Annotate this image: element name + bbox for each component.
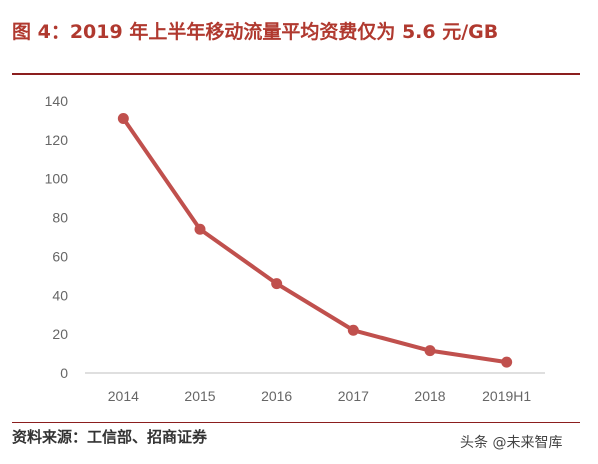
title-divider	[12, 73, 580, 75]
y-tick-label: 140	[45, 93, 69, 109]
watermark: 头条 @未来智库	[460, 435, 563, 451]
y-tick-label: 20	[52, 326, 68, 342]
y-axis-ticks: 0 20 40 60 80 100 120 140	[45, 93, 69, 381]
data-point	[501, 356, 513, 368]
x-tick-label: 2019H1	[482, 388, 531, 404]
y-tick-label: 60	[52, 248, 68, 264]
data-point	[424, 345, 436, 357]
x-tick-label: 2016	[261, 388, 292, 404]
data-points	[117, 112, 513, 368]
data-point	[194, 223, 206, 235]
data-point	[271, 278, 283, 290]
data-point	[347, 324, 359, 336]
y-tick-label: 0	[60, 365, 68, 381]
series-line	[121, 116, 509, 365]
x-axis-ticks: 2014 2015 2016 2017 2018 2019H1	[108, 388, 532, 404]
y-tick-label: 80	[52, 210, 68, 226]
x-tick-label: 2015	[184, 388, 215, 404]
x-tick-label: 2017	[338, 388, 369, 404]
y-tick-label: 100	[45, 171, 69, 187]
data-point	[117, 112, 129, 124]
source-note: 资料来源：工信部、招商证券	[12, 428, 208, 446]
x-tick-label: 2014	[108, 388, 139, 404]
source-divider	[12, 422, 580, 423]
y-tick-label: 40	[52, 287, 68, 303]
y-tick-label: 120	[45, 132, 69, 148]
x-tick-label: 2018	[414, 388, 445, 404]
figure-title: 图 4：2019 年上半年移动流量平均资费仅为 5.6 元/GB	[12, 21, 499, 43]
